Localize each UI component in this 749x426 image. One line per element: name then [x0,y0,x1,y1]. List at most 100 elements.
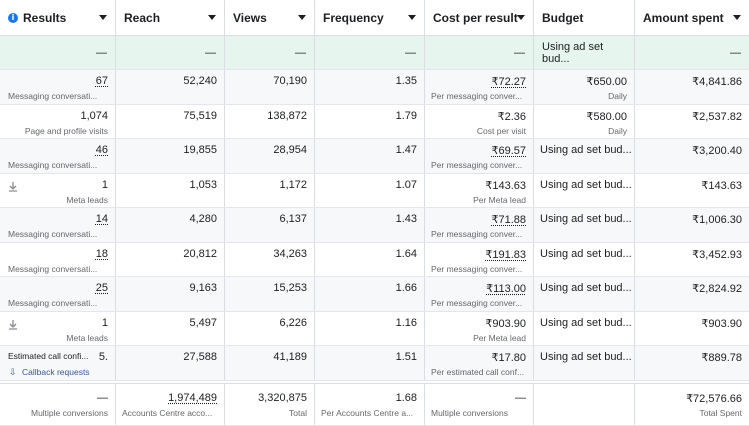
budget-period: Daily [608,125,627,136]
results-cell: 14 Messaging conversati... [0,208,116,242]
cost-per-result-value: ₹17.80 [491,352,526,364]
results-cell: 1,074 Page and profile visits [0,104,116,138]
cost-per-result-value: ₹903.90 [485,317,526,330]
result-type-label: Estimated call confi... [8,351,89,361]
total-budget [534,384,635,425]
summary-value: — [295,46,306,59]
views-cell: 6,137 [225,208,315,242]
sort-caret-icon[interactable] [99,15,107,20]
summary-row: — — — — — Using ad set bud... — [0,36,749,70]
cost-per-result-value: ₹2.36 [497,110,526,123]
total-reach-value[interactable]: 1,974,489 [168,392,217,404]
results-value[interactable]: 67 [95,75,108,87]
cost-per-result-cell: ₹69.57 Per messaging conver... [425,139,534,173]
header-results[interactable]: i Results [0,0,116,35]
results-cell: 67 Messaging conversati... [0,70,116,104]
summary-value: — [205,46,216,59]
callback-requests-link[interactable]: Callback requests [22,367,90,377]
cost-per-result-value[interactable]: ₹113.00 [486,283,526,295]
summary-amount-spent: — [635,36,749,69]
results-value[interactable]: 46 [95,144,108,156]
sort-caret-icon[interactable] [208,15,216,20]
summary-results: — [0,36,116,69]
sort-caret-icon[interactable] [733,15,741,20]
results-type: Messaging conversati... [8,229,98,239]
cost-per-result-type: Per Meta lead [473,332,526,343]
budget-cell: ₹580.00 Daily [534,104,635,138]
table-row[interactable]: 1,074 Page and profile visits 75,519 138,87… [0,104,749,139]
results-value[interactable]: 18 [95,247,108,260]
sort-caret-icon[interactable] [298,15,306,20]
results-value[interactable]: 25 [95,282,108,294]
views-value: 70,190 [273,75,307,87]
results-value: 5. [98,351,108,363]
table-row[interactable]: 1 Meta leads 1,053 1,172 1.07 ₹143.63 Per Meta… [0,173,749,208]
views-cell: 1,172 [225,173,315,207]
reach-cell: 20,812 [116,242,225,276]
table-header: i Results Reach Views Frequency Cost per resu… [0,0,749,36]
budget-value: ₹580.00 [586,110,627,123]
cost-per-result-value[interactable]: ₹72.27 [491,76,526,88]
sort-caret-icon[interactable] [517,15,525,20]
info-icon[interactable]: i [8,12,18,23]
sort-caret-icon[interactable] [408,15,416,20]
budget-cell: Using ad set bud... [534,173,635,207]
header-budget[interactable]: Budget [534,0,635,35]
table-row[interactable]: 14 Messaging conversati... 4,280 6,137 1.43 ₹… [0,208,749,243]
reach-cell: 75,519 [116,104,225,138]
results-value[interactable]: 14 [95,213,108,225]
results-value: 1,074 [80,109,108,122]
views-value: 15,253 [273,282,307,294]
budget-value: Using ad set bud... [540,351,632,363]
amount-spent-cell: ₹4,841.86 [635,70,749,104]
total-views: 3,320,875 Total [225,384,315,425]
total-cost-per-result-label: Multiple conversions [431,408,509,418]
table-row[interactable]: 18 Messaging conversati... 20,812 34,263 1.6… [0,242,749,277]
summary-views: — [225,36,315,69]
total-results: — Multiple conversions [0,384,116,425]
budget-value: Using ad set bud... [540,247,632,260]
budget-value: Using ad set bud... [540,178,632,191]
summary-budget: Using ad set bud... [534,36,635,69]
results-type: Meta leads [66,332,108,343]
table-row[interactable]: 67 Messaging conversati... 52,240 70,190 1.3… [0,70,749,105]
table-row[interactable]: Estimated call confi... ⇩ Callback request… [0,346,749,381]
summary-value: — [405,46,416,59]
cost-per-result-type: Per messaging conver... [431,263,523,274]
header-reach[interactable]: Reach [116,0,225,35]
cost-per-result-type: Cost per visit [476,125,526,136]
budget-cell: Using ad set bud... [534,208,635,242]
cost-per-result-value: ₹143.63 [485,179,526,192]
download-icon[interactable] [9,317,17,330]
reach-cell: 9,163 [116,277,225,311]
total-cost-per-result: — Multiple conversions [425,384,534,425]
header-views[interactable]: Views [225,0,315,35]
table-row[interactable]: 25 Messaging conversati... 9,163 15,253 1.66… [0,277,749,312]
download-icon[interactable] [9,179,17,192]
table-row[interactable]: 1 Meta leads 5,497 6,226 1.16 ₹903.90 Per Meta… [0,311,749,346]
cost-per-result-type: Per messaging conver... [431,91,523,101]
amount-spent-cell: ₹143.63 [635,174,749,208]
budget-cell: Using ad set bud... [534,242,635,276]
header-amount-spent[interactable]: Amount spent [635,0,749,35]
amount-spent-value: ₹1,006.30 [692,214,742,226]
header-label-frequency: Frequency [323,10,384,25]
cost-per-result-value[interactable]: ₹191.83 [485,248,526,261]
header-cost-per-result[interactable]: Cost per result [425,0,534,35]
reach-value: 52,240 [183,75,217,87]
total-cost-per-result-value: — [515,392,526,404]
results-type: Messaging conversati... [8,160,98,170]
header-frequency[interactable]: Frequency [315,0,425,35]
reach-cell: 19,855 [116,139,225,173]
cost-per-result-type: Per Meta lead [473,194,526,205]
frequency-cell: 1.66 [315,277,425,311]
total-amount-spent-value: ₹72,576.66 [686,393,742,405]
cost-per-result-value[interactable]: ₹71.88 [491,214,526,226]
table-row[interactable]: 46 Messaging conversati... 19,855 28,954 1.4… [0,139,749,174]
cost-per-result-value[interactable]: ₹69.57 [491,145,526,157]
total-amount-spent: ₹72,576.66 Total Spent [635,384,749,425]
frequency-value: 1.66 [395,282,417,294]
cost-per-result-cell: ₹143.63 Per Meta lead [425,173,534,207]
reach-cell: 27,588 [116,346,225,380]
summary-value: — [514,46,525,59]
